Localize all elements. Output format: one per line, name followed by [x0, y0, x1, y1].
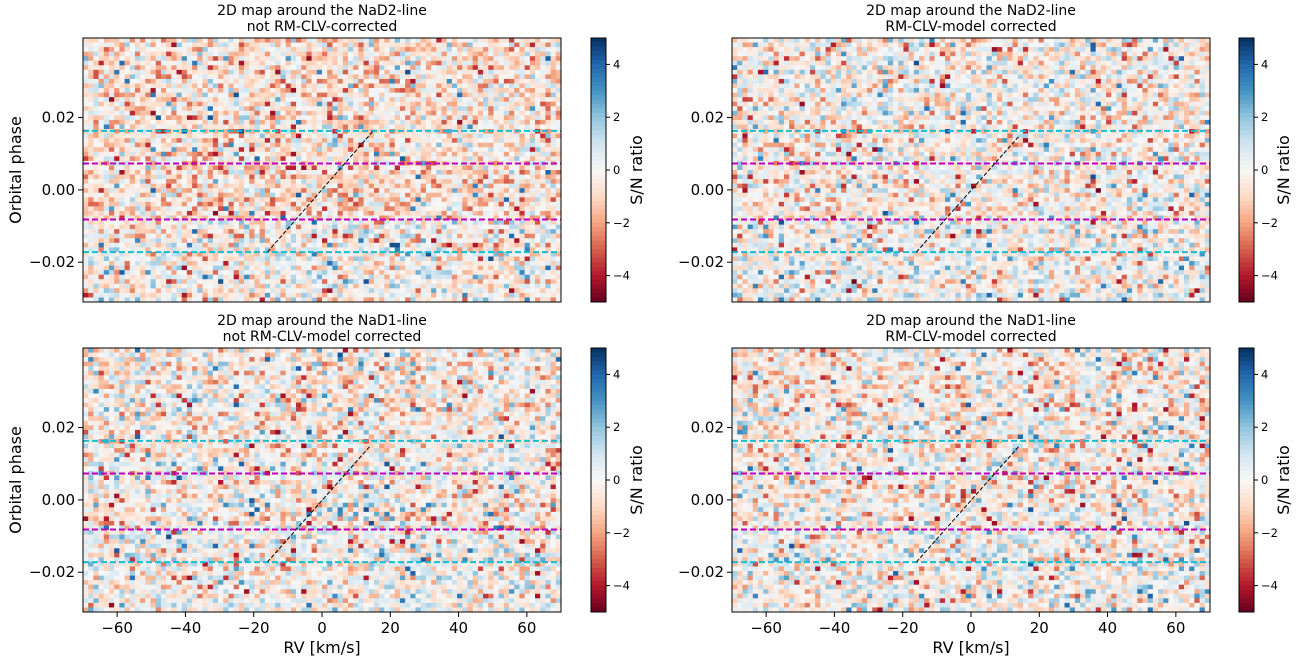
colorbar: 4 2 0 −2 −4 S/N ratio [1239, 38, 1293, 302]
chart-title-line-1: 2D map around the NaD2-line [217, 3, 427, 19]
colorbar-tick-label: 2 [613, 110, 620, 124]
x-tick-label: −20 [887, 619, 919, 637]
x-tick-label: 60 [1166, 619, 1185, 637]
colorbar-tick-label: 4 [613, 57, 620, 71]
y-tick-label: 0.02 [691, 419, 724, 437]
y-axis-label: Orbital phase [6, 116, 25, 224]
x-axis-label: RV [km/s] [932, 638, 1009, 657]
y-tick-label: 0.02 [42, 109, 75, 127]
x-tick-label: 40 [1098, 619, 1117, 637]
chart-title-line-1: 2D map around the NaD1-line [217, 313, 427, 329]
chart-panel-2: 2D map around the NaD2-lineRM-CLV-model … [678, 3, 1293, 302]
x-tick-label: −60 [750, 619, 782, 637]
colorbar-tick-label: 2 [1261, 110, 1268, 124]
colorbar-tick-label: −4 [613, 269, 630, 283]
colorbar-label: S/N ratio [627, 135, 646, 205]
colorbar: 4 2 0 −2 −4 S/N ratio [591, 348, 646, 612]
colorbar-label: S/N ratio [1274, 445, 1293, 515]
colorbar-tick-label: −4 [1261, 579, 1278, 593]
colorbar-tick-label: 0 [1261, 473, 1268, 487]
chart-title-line-2: not RM-CLV-corrected [247, 19, 398, 35]
x-tick-label: 20 [381, 619, 400, 637]
x-tick-label: 20 [1030, 619, 1049, 637]
colorbar-tick-label: −4 [613, 579, 630, 593]
y-tick-label: 0.02 [42, 419, 75, 437]
x-tick-label: −20 [238, 619, 270, 637]
colorbar-tick-label: 2 [613, 420, 620, 434]
heatmap-cells [732, 348, 1210, 612]
chart-title-line-1: 2D map around the NaD2-line [866, 3, 1076, 19]
colorbar-tick-label: −2 [613, 216, 630, 230]
colorbar: 4 2 0 −2 −4 S/N ratio [1239, 348, 1293, 612]
colorbar-tick-label: −2 [613, 526, 630, 540]
y-tick-label: 0.00 [691, 491, 724, 509]
chart-title-line-1: 2D map around the NaD1-line [866, 313, 1076, 329]
y-tick-label: −0.02 [678, 563, 724, 581]
y-axis-label: Orbital phase [6, 426, 25, 534]
chart-panel-4: 2D map around the NaD1-lineRM-CLV-model … [678, 313, 1293, 657]
x-tick-label: −40 [819, 619, 851, 637]
colorbar-tick-label: −2 [1261, 526, 1278, 540]
y-tick-label: −0.02 [29, 563, 75, 581]
y-tick-label: −0.02 [678, 253, 724, 271]
colorbar-tick-label: 4 [1261, 57, 1268, 71]
y-tick-label: −0.02 [29, 253, 75, 271]
colorbar-label: S/N ratio [1274, 135, 1293, 205]
x-tick-label: −60 [101, 619, 133, 637]
heatmap-cells [83, 348, 561, 612]
x-tick-label: 0 [317, 619, 327, 637]
chart-title-line-2: not RM-CLV-model corrected [223, 329, 422, 345]
chart-title-line-2: RM-CLV-model corrected [885, 19, 1056, 35]
heatmap-cells [732, 38, 1210, 302]
y-tick-label: 0.00 [42, 181, 75, 199]
colorbar-tick-label: 4 [1261, 367, 1268, 381]
x-tick-label: 0 [966, 619, 976, 637]
x-axis-label: RV [km/s] [283, 638, 360, 657]
x-tick-label: −40 [170, 619, 202, 637]
x-tick-label: 40 [449, 619, 468, 637]
heatmap-cells [83, 38, 561, 302]
y-tick-label: 0.02 [691, 109, 724, 127]
colorbar: 4 2 0 −2 −4 S/N ratio [591, 38, 646, 302]
colorbar-tick-label: 0 [613, 163, 620, 177]
colorbar-tick-label: −4 [1261, 269, 1278, 283]
colorbar-tick-label: −2 [1261, 216, 1278, 230]
colorbar-tick-label: 4 [613, 367, 620, 381]
x-tick-label: 60 [517, 619, 536, 637]
colorbar-label: S/N ratio [627, 445, 646, 515]
chart-title-line-2: RM-CLV-model corrected [885, 329, 1056, 345]
y-tick-label: 0.00 [691, 181, 724, 199]
colorbar-tick-label: 0 [613, 473, 620, 487]
colorbar-tick-label: 2 [1261, 420, 1268, 434]
colorbar-tick-label: 0 [1261, 163, 1268, 177]
y-tick-label: 0.00 [42, 491, 75, 509]
